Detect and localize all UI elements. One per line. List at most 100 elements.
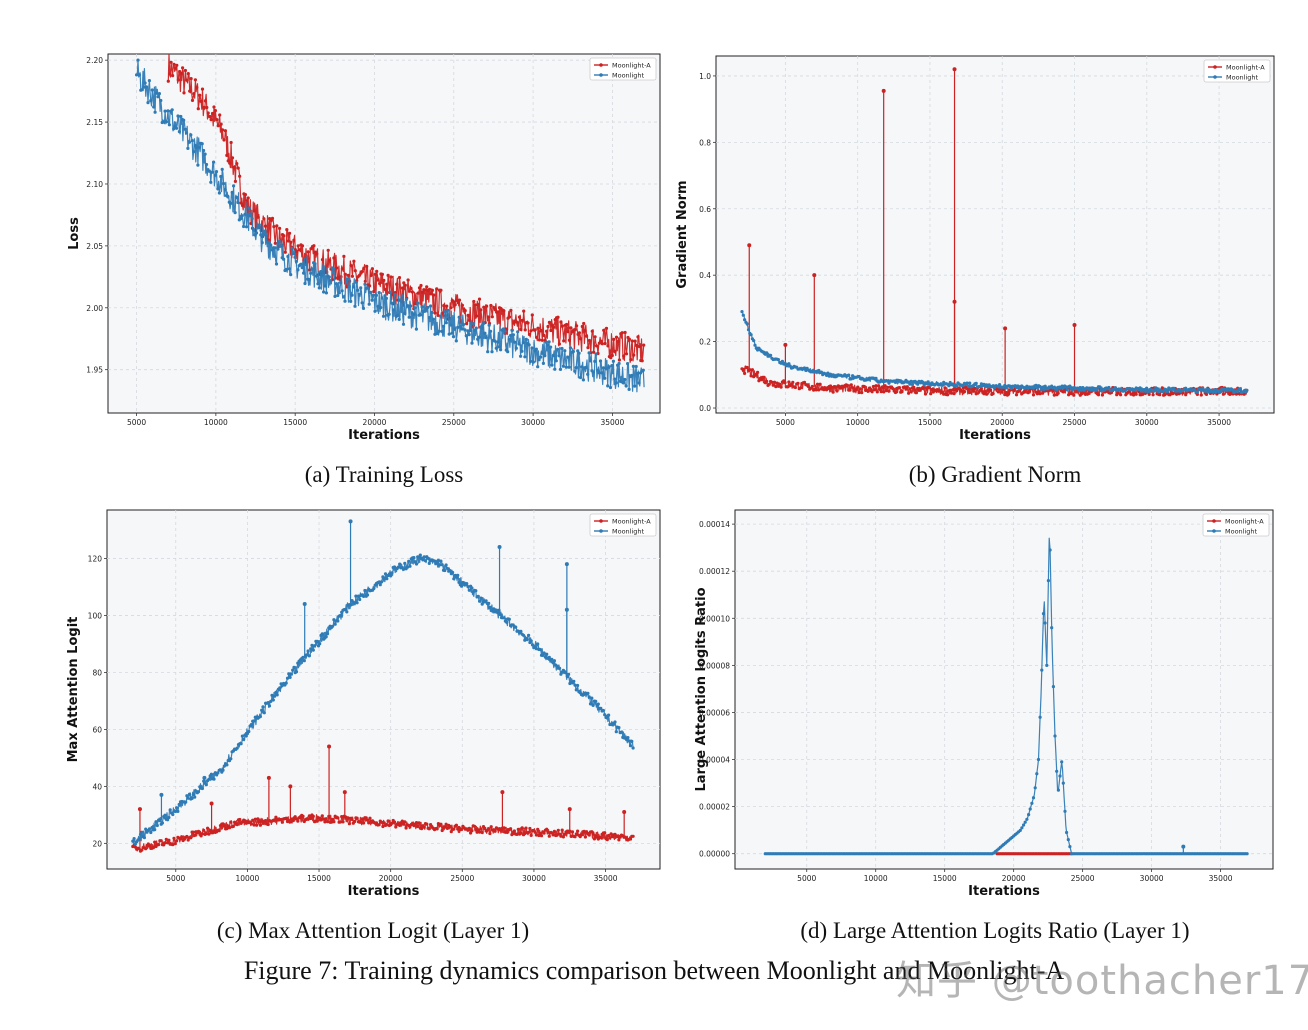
data-point [350, 817, 354, 822]
data-point [311, 814, 315, 819]
panel-c: 5000 10000 15000 20000 25000 30000 35000 20 40 60… [66, 509, 661, 899]
data-point [159, 98, 163, 103]
data-point [168, 72, 172, 76]
data-point [217, 829, 221, 833]
data-point [909, 379, 913, 383]
data-point [617, 726, 621, 730]
data-point [572, 679, 576, 683]
watermark: 知乎 @toothacher17 [896, 958, 1308, 1004]
data-point [991, 392, 995, 396]
data-point [324, 817, 328, 821]
data-point [743, 371, 747, 375]
legend-label: Moonlight [612, 528, 645, 536]
data-point [546, 324, 550, 329]
data-point [480, 830, 484, 835]
data-point [440, 563, 444, 567]
data-point [496, 611, 500, 615]
data-point [154, 820, 158, 824]
data-point [1113, 386, 1117, 390]
x-axis-label: Iterations [348, 884, 420, 899]
data-point [519, 629, 523, 634]
data-point [522, 309, 526, 313]
data-point [551, 354, 556, 358]
data-point [340, 815, 344, 819]
data-point [336, 816, 340, 820]
data-point [439, 314, 443, 318]
spike-point [500, 790, 505, 795]
data-point [221, 822, 225, 826]
data-point [421, 558, 425, 562]
data-point [344, 279, 348, 284]
data-point [449, 323, 453, 327]
data-point [948, 388, 952, 392]
data-point [904, 387, 908, 391]
data-point [923, 392, 928, 396]
data-point [762, 375, 766, 379]
data-point [396, 565, 400, 569]
data-point [1219, 390, 1223, 394]
data-point [1038, 384, 1042, 389]
data-point [235, 162, 239, 166]
data-point [342, 295, 346, 299]
data-point [608, 836, 612, 840]
data-point [603, 376, 607, 380]
caption-a: (a) Training Loss [304, 462, 464, 487]
data-point [381, 314, 386, 318]
data-point [340, 267, 344, 271]
data-point [206, 111, 210, 115]
data-point [363, 282, 367, 286]
data-point [526, 321, 530, 325]
data-point [368, 284, 372, 288]
data-point [466, 329, 470, 333]
data-point [169, 60, 173, 64]
data-point [367, 821, 371, 825]
data-point [624, 384, 628, 388]
data-point [184, 131, 189, 135]
data-point [1023, 820, 1027, 824]
data-point [520, 349, 524, 353]
data-point [279, 244, 283, 248]
data-point [996, 390, 1000, 394]
data-point [339, 280, 343, 285]
data-point [627, 337, 632, 341]
data-point [219, 122, 223, 126]
data-point [464, 334, 468, 338]
data-point [486, 350, 490, 354]
data-point [799, 386, 803, 390]
data-point [507, 337, 511, 341]
data-point [202, 105, 206, 110]
data-point [447, 332, 451, 336]
data-point [212, 105, 216, 109]
spike-point [159, 792, 164, 797]
data-point [603, 341, 607, 346]
data-point [530, 643, 535, 647]
data-point [260, 241, 264, 245]
data-point [172, 836, 176, 840]
data-point [186, 796, 190, 800]
data-point [292, 252, 296, 256]
data-point [538, 647, 542, 652]
data-point [396, 313, 400, 317]
data-point [307, 277, 311, 282]
data-point [439, 822, 443, 826]
data-point [814, 388, 818, 392]
data-point [952, 392, 956, 396]
data-point [1060, 760, 1064, 764]
data-point [410, 290, 414, 294]
data-point [483, 331, 487, 335]
data-point [275, 693, 279, 697]
data-point [285, 676, 290, 680]
data-point [264, 232, 269, 236]
data-point [965, 381, 969, 385]
data-point [247, 729, 251, 734]
data-point [493, 308, 497, 312]
data-point [592, 350, 596, 354]
data-point [425, 285, 429, 289]
panel-d: 5000 10000 15000 20000 25000 30000 35000 0.0000… [694, 509, 1274, 899]
data-point [373, 309, 377, 313]
data-point [377, 580, 381, 584]
data-point [529, 329, 533, 333]
data-point [460, 327, 464, 331]
data-point [150, 88, 154, 92]
data-point [342, 254, 346, 258]
